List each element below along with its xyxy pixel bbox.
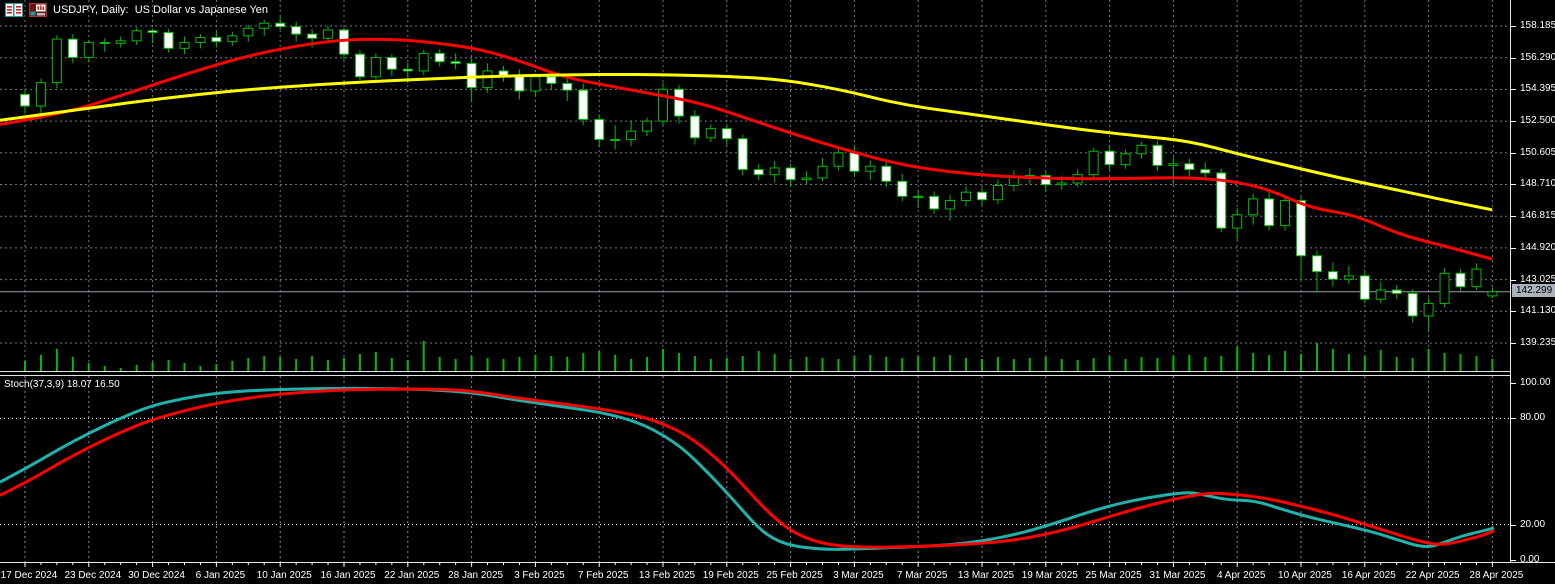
axis-tick xyxy=(1511,184,1516,186)
date-tick-label: 7 Mar 2025 xyxy=(897,570,948,581)
axis-tick xyxy=(1511,342,1516,344)
axis-tick xyxy=(1511,560,1516,561)
date-tick-label: 13 Mar 2025 xyxy=(958,570,1015,581)
date-tick-label: 10 Apr 2025 xyxy=(1278,570,1332,581)
date-tick-label: 25 Feb 2025 xyxy=(767,570,824,581)
volume-series xyxy=(24,341,1494,371)
date-tick-label: 4 Apr 2025 xyxy=(1217,570,1266,581)
ma-slow-yellow-line xyxy=(0,72,1493,212)
date-axis-ticks xyxy=(24,562,1493,567)
axis-tick xyxy=(1511,216,1516,218)
price-tick-label: 144.920 xyxy=(1520,241,1555,253)
tick-chart-icon xyxy=(5,3,23,17)
stochastic-panel[interactable] xyxy=(0,376,1511,562)
chart-window-icon xyxy=(29,3,47,17)
date-tick-label: 3 Feb 2025 xyxy=(514,570,565,581)
axis-tick xyxy=(1511,26,1516,27)
price-tick-label: 141.130 xyxy=(1520,305,1555,317)
axis-tick xyxy=(1511,152,1516,154)
stochastic-indicator-label: Stoch(37,3,9) 18.07 16.50 xyxy=(4,379,120,390)
date-labels: 17 Dec 2024 23 Dec 2024 30 Dec 2024 6 Jan 2… xyxy=(1,570,1524,581)
date-tick-label: 19 Feb 2025 xyxy=(703,570,760,581)
date-tick-label: 3 Mar 2025 xyxy=(833,570,884,581)
price-tick-label: 146.815 xyxy=(1520,210,1555,222)
date-tick-label: 7 Feb 2025 xyxy=(578,570,629,581)
price-axis[interactable]: 158.185 156.290 154.395 152.500 150.605 148.7… xyxy=(1510,0,1555,565)
date-tick-label: 22 Jan 2025 xyxy=(384,570,439,581)
date-tick-label: 16 Jan 2025 xyxy=(320,570,375,581)
panel-divider[interactable] xyxy=(0,371,1511,376)
candlestick-series xyxy=(20,14,1498,332)
axis-tick xyxy=(1511,524,1516,526)
price-tick-label: 156.290 xyxy=(1520,51,1555,63)
price-tick-label: 158.185 xyxy=(1520,20,1555,31)
date-tick-label: 16 Apr 2025 xyxy=(1342,570,1396,581)
stoch-main-line xyxy=(0,386,1495,551)
price-tick-label: 139.235 xyxy=(1520,336,1555,348)
date-tick-label: 31 Mar 2025 xyxy=(1149,570,1206,581)
date-tick-label: 23 Dec 2024 xyxy=(64,570,121,581)
stoch-tick-label: 0.00 xyxy=(1520,554,1540,565)
axis-tick xyxy=(1511,311,1516,313)
current-price-badge: 142.299 xyxy=(1512,283,1555,297)
chart-title-bar: USDJPY, Daily: US Dollar vs Japanese Yen xyxy=(5,3,268,17)
axis-tick xyxy=(1511,418,1516,420)
main-chart-panel[interactable] xyxy=(0,0,1511,372)
price-tick-label: 154.395 xyxy=(1520,83,1555,95)
ma-fast-red-line xyxy=(0,37,1493,261)
stoch-tick-label: 100.00 xyxy=(1520,377,1551,388)
chart-title: USDJPY, Daily: US Dollar vs Japanese Yen xyxy=(53,4,269,16)
date-tick-label: 17 Dec 2024 xyxy=(1,570,58,581)
axis-tick xyxy=(1511,279,1516,281)
price-tick-label: 150.605 xyxy=(1520,146,1555,158)
date-axis[interactable]: 17 Dec 2024 23 Dec 2024 30 Dec 2024 6 Jan 2… xyxy=(0,562,1555,584)
date-tick-label: 22 Apr 2025 xyxy=(1406,570,1460,581)
axis-tick xyxy=(1511,121,1516,123)
date-tick-label: 10 Jan 2025 xyxy=(257,570,312,581)
stoch-signal-line xyxy=(0,387,1495,549)
axis-tick xyxy=(1511,89,1516,91)
price-tick-label: 152.500 xyxy=(1520,115,1555,127)
stoch-grid-vertical xyxy=(24,376,1493,562)
axis-tick xyxy=(1511,57,1516,59)
date-tick-label: 28 Apr 2025 xyxy=(1469,570,1523,581)
date-tick-label: 19 Mar 2025 xyxy=(1022,570,1079,581)
date-tick-label: 30 Dec 2024 xyxy=(128,570,185,581)
date-tick-label: 13 Feb 2025 xyxy=(639,570,696,581)
main-grid-horizontal xyxy=(0,25,1510,344)
axis-tick xyxy=(1511,383,1516,384)
stoch-tick-label: 20.00 xyxy=(1520,518,1546,530)
price-tick-label: 143.025 xyxy=(1520,273,1555,285)
date-tick-label: 25 Mar 2025 xyxy=(1086,570,1143,581)
stoch-tick-label: 80.00 xyxy=(1520,412,1546,424)
date-tick-label: 28 Jan 2025 xyxy=(448,570,503,581)
price-tick-label: 148.710 xyxy=(1520,178,1555,190)
date-tick-label: 6 Jan 2025 xyxy=(196,570,246,581)
axis-tick xyxy=(1511,247,1516,249)
